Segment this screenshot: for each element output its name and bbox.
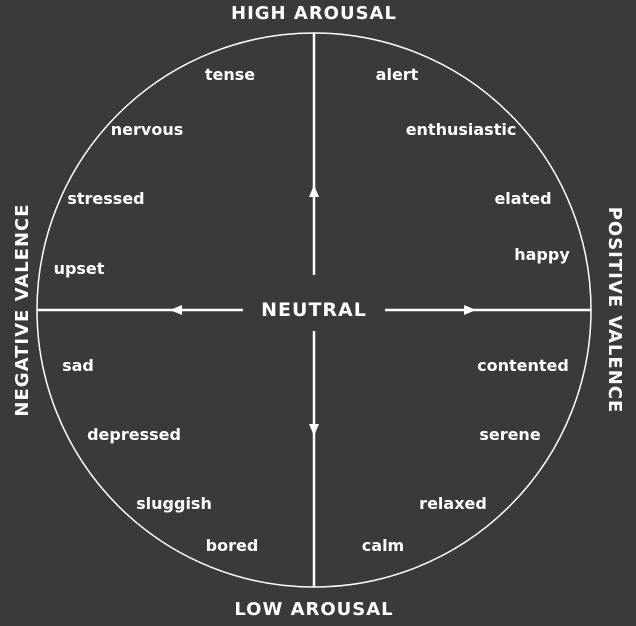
emotion-bored: bored — [206, 536, 259, 555]
emotion-enthusiastic: enthusiastic — [406, 120, 517, 139]
negative-valence-label: NEGATIVE VALENCE — [12, 203, 33, 416]
emotion-stressed: stressed — [67, 189, 144, 208]
emotion-calm: calm — [362, 536, 404, 555]
neutral-label: NEUTRAL — [261, 299, 367, 321]
emotion-sad: sad — [62, 356, 94, 375]
arrow-left-icon — [170, 305, 182, 315]
positive-valence-label: POSITIVE VALENCE — [604, 207, 625, 414]
emotion-happy: happy — [514, 245, 570, 264]
arrow-right-icon — [464, 305, 476, 315]
emotion-elated: elated — [494, 189, 551, 208]
emotion-upset: upset — [54, 259, 105, 278]
low-arousal-label: LOW AROUSAL — [234, 599, 393, 620]
high-arousal-label: HIGH AROUSAL — [231, 3, 397, 24]
arrow-up-icon — [309, 185, 319, 197]
emotion-depressed: depressed — [87, 425, 181, 444]
emotion-sluggish: sluggish — [136, 494, 212, 513]
arrow-down-icon — [309, 424, 319, 436]
emotion-contented: contented — [477, 356, 569, 375]
emotion-relaxed: relaxed — [419, 494, 487, 513]
emotion-alert: alert — [376, 65, 419, 84]
emotion-tense: tense — [205, 65, 255, 84]
emotion-nervous: nervous — [111, 120, 183, 139]
emotion-serene: serene — [479, 425, 541, 444]
